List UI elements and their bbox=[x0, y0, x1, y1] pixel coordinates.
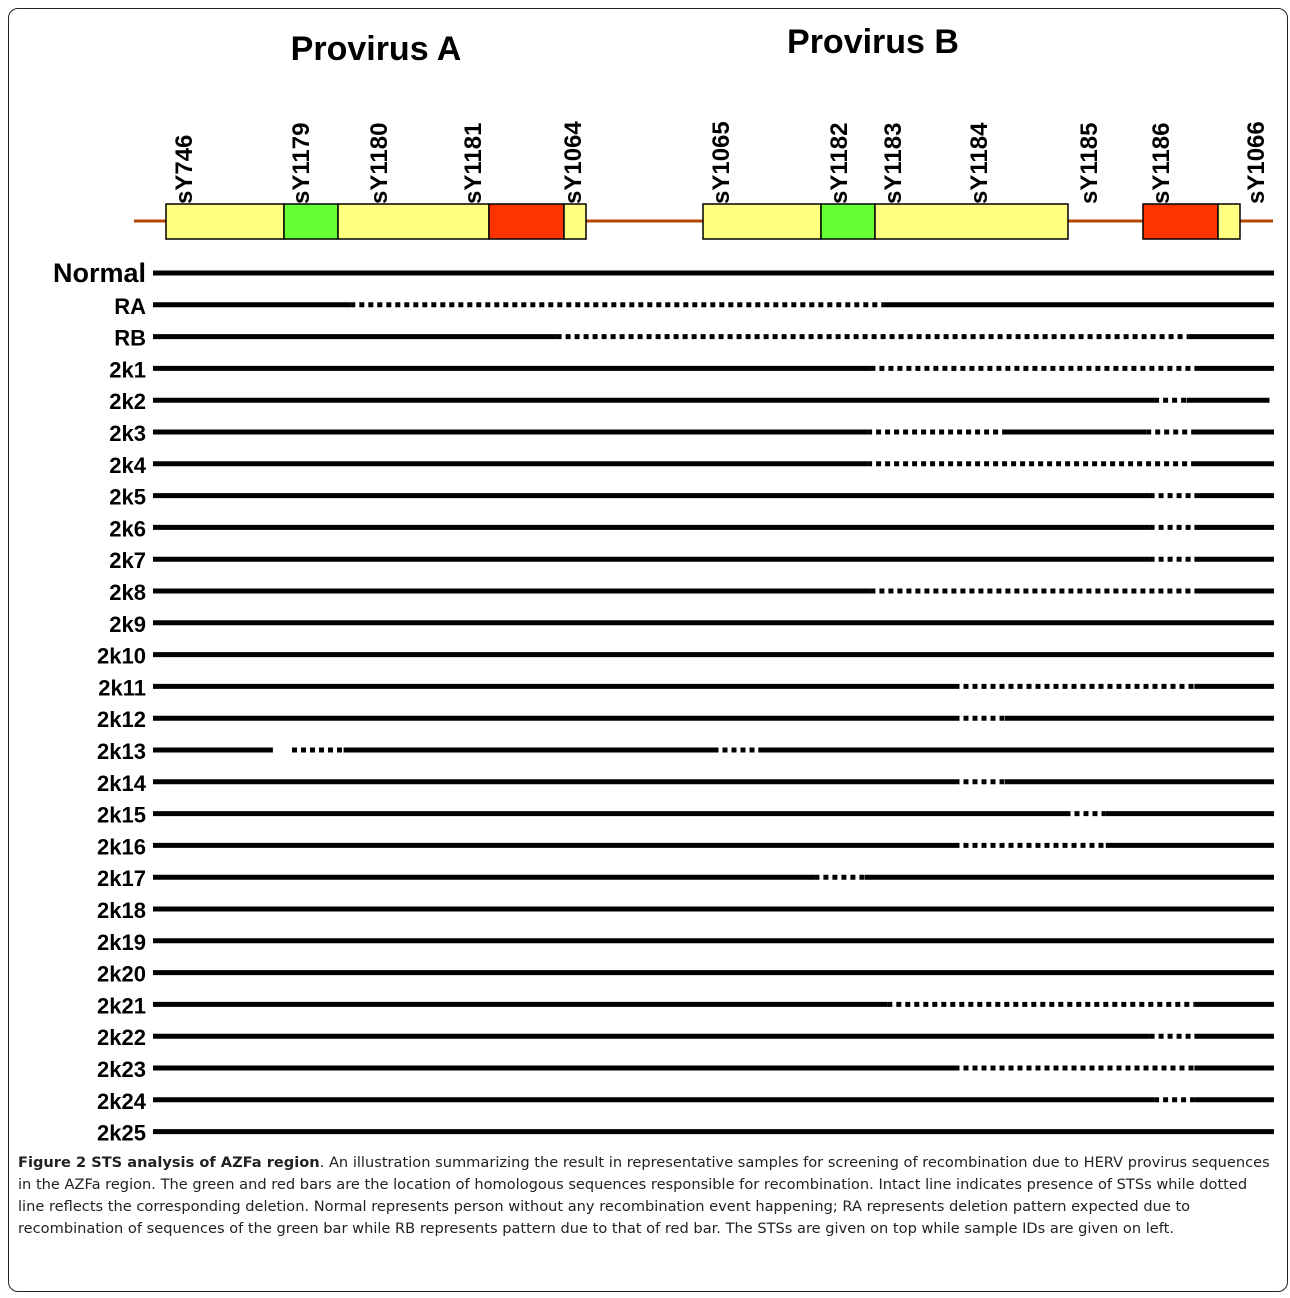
sample-label-2k11: 2k11 bbox=[98, 675, 146, 700]
provirus-a-red-homology bbox=[488, 203, 565, 240]
sample-label-2k25: 2k25 bbox=[97, 1121, 146, 1146]
sample-rows: Normal RA RB 2k1 2k2 2k3 2k4 2k5 2k6 2k7 2k8 2k9 2k1… bbox=[53, 258, 1274, 1146]
sample-label-rb: RB bbox=[114, 326, 146, 351]
caption-title: Figure 2 STS analysis of AZFa region bbox=[18, 1154, 320, 1171]
sample-label-2k24: 2k24 bbox=[97, 1089, 147, 1114]
sample-label-2k20: 2k20 bbox=[97, 962, 146, 987]
sample-label-2k10: 2k10 bbox=[97, 644, 146, 669]
sample-label-2k15: 2k15 bbox=[97, 803, 146, 828]
sts-label-sy1184: sY1184 bbox=[966, 122, 993, 204]
sample-label-2k2: 2k2 bbox=[109, 389, 146, 414]
caption-text: . An illustration summarizing the result… bbox=[18, 1154, 1270, 1237]
sample-label-2k12: 2k12 bbox=[97, 707, 146, 732]
figure-caption: Figure 2 STS analysis of AZFa region. An… bbox=[18, 1152, 1278, 1240]
provirus-map bbox=[134, 203, 1273, 240]
sample-label-2k18: 2k18 bbox=[97, 898, 146, 923]
sts-label-sy746: sY746 bbox=[171, 135, 198, 204]
sample-label-2k7: 2k7 bbox=[109, 548, 146, 573]
sample-label-2k22: 2k22 bbox=[97, 1025, 146, 1050]
sts-labels: sY746 sY1179 sY1180 sY1181 sY1064 sY1065 sY118… bbox=[171, 121, 1270, 204]
sts-label-sy1064: sY1064 bbox=[560, 121, 587, 204]
sample-label-ra: RA bbox=[114, 294, 146, 319]
sample-label-2k9: 2k9 bbox=[109, 612, 146, 637]
sts-label-sy1181: sY1181 bbox=[460, 123, 487, 204]
sample-label-2k17: 2k17 bbox=[97, 866, 146, 891]
provirus-b-red-homology bbox=[1142, 203, 1219, 240]
sample-label-2k1: 2k1 bbox=[109, 357, 146, 382]
sample-label-2k13: 2k13 bbox=[97, 739, 146, 764]
provirus-b-block-2 bbox=[874, 203, 1069, 240]
sts-label-sy1179: sY1179 bbox=[288, 123, 315, 204]
provirus-a-title: Provirus A bbox=[291, 30, 462, 68]
sample-label-2k8: 2k8 bbox=[109, 580, 146, 605]
provirus-b-block-1 bbox=[702, 203, 822, 240]
provirus-b-block-3 bbox=[1217, 203, 1241, 240]
provirus-b-title: Provirus B bbox=[787, 23, 959, 61]
sts-label-sy1183: sY1183 bbox=[880, 123, 907, 204]
sample-label-2k23: 2k23 bbox=[97, 1057, 146, 1082]
sts-label-sy1182: sY1182 bbox=[826, 123, 853, 204]
sample-label-2k6: 2k6 bbox=[109, 516, 146, 541]
sts-diagram: Provirus A Provirus B sY746 sY1179 sY1180 s… bbox=[53, 23, 1274, 1146]
sample-label-2k4: 2k4 bbox=[109, 453, 146, 478]
provirus-a-green-homology bbox=[283, 203, 339, 240]
sample-label-2k19: 2k19 bbox=[97, 930, 146, 955]
provirus-a-block-2 bbox=[337, 203, 490, 240]
provirus-a-block-3 bbox=[563, 203, 587, 240]
sts-label-sy1180: sY1180 bbox=[366, 123, 393, 204]
sample-label-2k5: 2k5 bbox=[109, 485, 146, 510]
sts-label-sy1186: sY1186 bbox=[1148, 123, 1175, 204]
sample-label-2k16: 2k16 bbox=[97, 834, 146, 859]
sample-label-normal: Normal bbox=[53, 258, 146, 288]
figure-frame bbox=[8, 8, 1288, 1292]
sts-label-sy1065: sY1065 bbox=[708, 121, 735, 204]
sample-label-2k21: 2k21 bbox=[97, 993, 146, 1018]
provirus-a-block-1 bbox=[165, 203, 285, 240]
provirus-b-green-homology bbox=[820, 203, 876, 240]
sample-label-2k3: 2k3 bbox=[109, 421, 146, 446]
sts-label-sy1185: sY1185 bbox=[1076, 123, 1103, 204]
sample-label-2k14: 2k14 bbox=[97, 771, 147, 796]
sts-label-sy1066: sY1066 bbox=[1243, 121, 1270, 204]
